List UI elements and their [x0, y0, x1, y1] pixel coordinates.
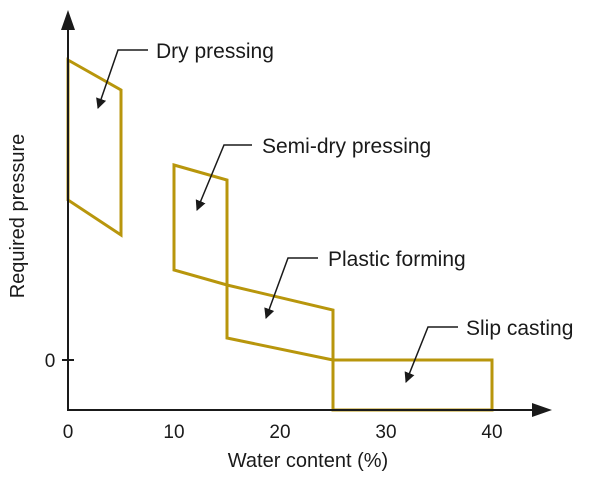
leader-arrow-slip-casting	[404, 326, 458, 383]
label-plastic-forming: Plastic forming	[328, 248, 466, 271]
x-tick-label: 20	[269, 422, 290, 443]
region-dry-pressing	[66, 57, 123, 238]
leader-arrow-semi-dry-pressing	[195, 144, 252, 211]
y-axis-arrowhead	[61, 10, 75, 30]
x-axis-label: Water content (%)	[228, 450, 388, 472]
leader-arrow-plastic-forming	[264, 257, 318, 319]
label-dry-pressing: Dry pressing	[156, 40, 274, 63]
y-tick-label: 0	[45, 351, 56, 372]
x-tick-label: 0	[63, 422, 74, 443]
region-semi-dry-pressing	[172, 163, 229, 287]
x-tick-labels: 0 10 20 30 40	[63, 422, 503, 443]
x-tick-label: 10	[163, 422, 184, 443]
y-axis-label: Required pressure	[7, 134, 29, 299]
region-plastic-forming	[225, 283, 335, 362]
x-tick-label: 40	[481, 422, 502, 443]
regions-layer	[66, 57, 494, 412]
annotations-layer: Dry pressing Semi-dry pressing Plastic for…	[96, 40, 573, 383]
x-tick-label: 30	[375, 422, 396, 443]
label-semi-dry-pressing: Semi-dry pressing	[262, 135, 431, 158]
x-axis-arrowhead	[532, 403, 552, 417]
y-tick-labels: 0	[45, 351, 74, 372]
leader-arrow-dry-pressing	[96, 49, 148, 109]
label-slip-casting: Slip casting	[466, 317, 573, 340]
